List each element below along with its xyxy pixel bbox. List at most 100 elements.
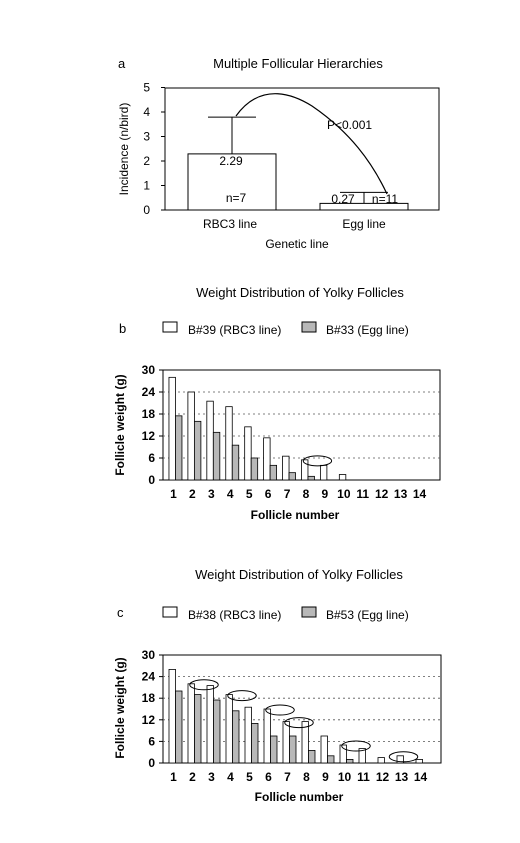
panel-c-y-tick-label: 12	[142, 713, 156, 727]
panel-c-bar-egg	[289, 735, 297, 764]
panel-a-value-label-rbc3: 2.29	[219, 154, 243, 168]
panel-b-bar-egg	[250, 457, 259, 481]
panel-c-bar-rbc3	[187, 683, 195, 764]
panel-c-x-tick-label: 6	[265, 770, 272, 784]
panel-b-bar-rbc3	[263, 437, 271, 481]
panel-a-y-tick-label: 0	[143, 203, 150, 217]
panel-b-x-tick-label: 8	[303, 487, 310, 501]
panel-a-y-tick-label: 3	[143, 130, 150, 144]
panel-b-y-tick-label: 18	[142, 407, 156, 421]
panel-b-bar-rbc3	[301, 459, 309, 481]
panel-c-y-tick-label: 6	[148, 734, 155, 748]
panel-a-category-egg: Egg line	[342, 217, 386, 231]
panel-b-bars	[168, 376, 347, 481]
panel-a-category-rbc3: RBC3 line	[203, 217, 257, 231]
panel-b-bar-egg	[212, 431, 221, 481]
panel-b-x-tick-label: 10	[337, 487, 351, 501]
panel-a-n-label-rbc3: n=7	[226, 191, 247, 205]
panel-c-bar-rbc3	[358, 748, 366, 764]
panel-c-highlight-ellipses	[189, 679, 419, 763]
panel-a-y-tick-label: 5	[143, 81, 150, 95]
panel-b-legend-label-rbc3: B#39 (RBC3 line)	[188, 323, 281, 337]
panel-b-y-tick-label: 30	[142, 363, 156, 377]
panel-c-bar-egg	[232, 710, 240, 764]
panel-b-bar-rbc3	[319, 464, 328, 481]
panel-c-bar-rbc3	[282, 721, 290, 764]
panel-b-gridlines	[163, 391, 440, 459]
panel-b-letter: b	[119, 321, 126, 336]
panel-c: Weight Distribution of Yolky Follicles c…	[113, 567, 442, 804]
panel-c-bar-rbc3	[206, 685, 214, 764]
panel-b-bar-rbc3	[187, 391, 195, 481]
panel-c-y-tick-label: 30	[142, 648, 156, 662]
panel-c-bar-rbc3	[339, 744, 347, 764]
panel-a-y-ticks: 0 1 2 3 4 5	[143, 81, 165, 217]
panel-c-x-tick-label: 8	[303, 770, 310, 784]
panel-b-bar-rbc3	[338, 474, 347, 481]
panel-a-title: Multiple Follicular Hierarchies	[213, 56, 383, 71]
panel-c-x-tick-label: 14	[414, 770, 428, 784]
panel-a-errorbar-egg	[340, 191, 388, 204]
panel-b-x-tick-label: 9	[322, 487, 329, 501]
panel-c-legend-swatch-egg	[301, 606, 317, 618]
panel-c-bar-rbc3	[244, 706, 252, 764]
panel-c-x-tick-label: 11	[357, 770, 370, 784]
panel-b-x-tick-label: 3	[208, 487, 215, 501]
panel-b-bar-rbc3	[244, 426, 252, 481]
panel-b-x-tick-label: 13	[394, 487, 408, 501]
panel-c-highlight-ellipse	[388, 751, 419, 763]
panel-c-highlight-ellipse	[341, 740, 371, 752]
panel-b-bar-egg	[288, 472, 296, 481]
panel-c-x-tick-label: 2	[189, 770, 196, 784]
panel-b-y-tick-label: 6	[148, 451, 155, 465]
panel-a: a Multiple Follicular Hierarchies 0 1 2 3 4 5…	[117, 56, 440, 251]
panel-b-x-tick-label: 6	[265, 487, 272, 501]
panel-a-y-axis-title: Incidence (n/bird)	[117, 103, 131, 196]
panel-a-y-tick-label: 4	[143, 105, 150, 119]
panel-c-highlight-ellipse	[227, 690, 257, 702]
panel-b-legend: B#39 (RBC3 line) B#33 (Egg line)	[162, 321, 409, 337]
panel-b-y-tick-label: 12	[142, 429, 156, 443]
panel-b-highlight-ellipses	[302, 455, 333, 467]
panel-c-title: Weight Distribution of Yolky Follicles	[195, 567, 403, 582]
panel-c-legend-swatch-rbc3	[162, 606, 178, 618]
panel-b-x-tick-label: 12	[375, 487, 389, 501]
panel-c-legend-label-egg: B#53 (Egg line)	[326, 608, 409, 622]
panel-b-y-axis-title: Follicle weight (g)	[113, 374, 127, 475]
panel-a-x-axis-title: Genetic line	[265, 237, 329, 251]
panel-b-x-tick-label: 7	[284, 487, 291, 501]
panel-c-legend-label-rbc3: B#38 (RBC3 line)	[188, 608, 281, 622]
panel-b-legend-swatch-egg	[301, 321, 317, 333]
panel-b-bar-rbc3	[225, 406, 233, 481]
panel-c-bar-egg	[213, 699, 221, 764]
panel-c-x-tick-label: 12	[376, 770, 390, 784]
panel-b-x-tick-label: 4	[227, 487, 234, 501]
panel-c-y-axis-title: Follicle weight (g)	[113, 657, 127, 758]
panel-b-bar-rbc3	[206, 400, 214, 481]
panel-c-y-ticks: 0 6 12 18 24 30	[142, 648, 163, 770]
panel-c-bar-egg	[251, 723, 259, 764]
panel-c-bar-rbc3	[225, 694, 233, 764]
panel-c-x-tick-label: 4	[227, 770, 234, 784]
panel-c-x-tick-label: 1	[170, 770, 177, 784]
panel-b: Weight Distribution of Yolky Follicles b…	[113, 285, 441, 522]
panel-b-x-tick-label: 2	[189, 487, 196, 501]
panel-c-bar-rbc3	[168, 669, 176, 764]
panel-c-x-tick-label: 9	[322, 770, 329, 784]
panel-c-x-axis-title: Follicle number	[255, 790, 344, 804]
panel-b-x-tick-label: 5	[246, 487, 253, 501]
panel-b-bar-egg	[175, 415, 183, 481]
panel-a-value-label-egg: 0.27	[331, 192, 355, 206]
panel-a-letter: a	[118, 56, 126, 71]
panel-b-title: Weight Distribution of Yolky Follicles	[196, 285, 404, 300]
panel-b-bar-egg	[307, 475, 315, 481]
panel-c-bar-rbc3	[377, 757, 385, 764]
panel-b-x-tick-label: 11	[356, 487, 369, 501]
panel-b-x-axis-title: Follicle number	[251, 508, 340, 522]
panel-b-bar-egg	[231, 444, 240, 481]
panel-a-p-value: P<0.001	[327, 118, 372, 132]
panel-b-x-tick-label: 1	[170, 487, 177, 501]
panel-c-bar-egg	[194, 694, 202, 764]
panel-a-y-tick-label: 1	[143, 179, 150, 193]
panel-c-bar-rbc3	[301, 721, 309, 764]
